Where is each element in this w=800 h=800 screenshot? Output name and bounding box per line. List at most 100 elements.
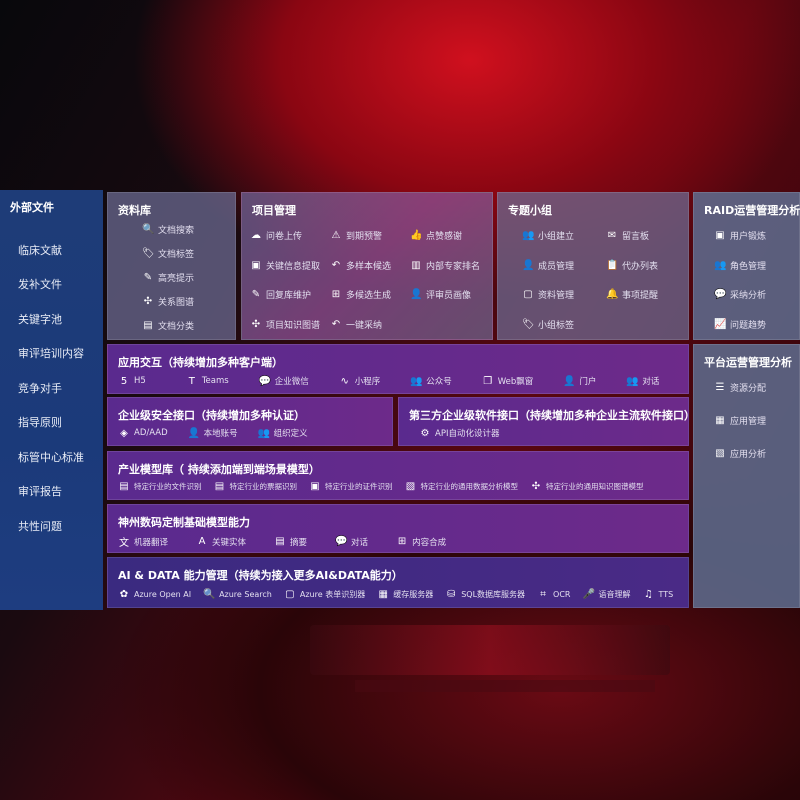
graph-icon: ✣ (143, 296, 153, 307)
feature-item[interactable]: 💬 对话 (335, 534, 368, 549)
feature-item[interactable]: ⊞ 内容合成 (396, 534, 446, 549)
feature-label: 到期预警 (346, 232, 383, 242)
sidebar-item[interactable]: 竞争对手 (18, 382, 62, 395)
feature-item[interactable]: ▣ 关键信息提取 (250, 259, 320, 272)
feature-label: 关系图谱 (158, 298, 195, 308)
sidebar-item[interactable]: 标管中心标准 (18, 451, 84, 464)
sidebar-item[interactable]: 发补文件 (18, 278, 62, 291)
panel-library: 资料库 🔍 文档搜索 🏷 文档标签 ✎ 高亮提示 ✣ 关系图谱 ▤ 文档分类 (107, 192, 236, 340)
feature-item[interactable]: ▧ 应用分析 (714, 447, 766, 460)
voice-icon: 🎤 (582, 589, 595, 600)
feature-item[interactable]: ✣ 关系图谱 (142, 295, 194, 308)
feature-item[interactable]: ▥ 内部专家排名 (410, 259, 480, 272)
feature-item[interactable]: ⛁ SQL数据库服务器 (445, 589, 525, 600)
feature-item[interactable]: 👍 点赞感谢 (410, 229, 462, 242)
openai-icon: ✿ (119, 589, 129, 600)
feature-item[interactable]: ☁ 问卷上传 (250, 229, 302, 242)
feature-item[interactable]: ☰ 资源分配 (714, 381, 767, 394)
feature-item[interactable]: A 关键实体 (196, 534, 246, 549)
window-icon: ▣ (251, 259, 261, 271)
feature-item[interactable]: 👥 角色管理 (714, 259, 766, 272)
sidebar-item[interactable]: 指导原则 (18, 416, 62, 429)
feature-label: 事项提醒 (622, 291, 659, 301)
tag-icon: 🏷 (142, 248, 155, 259)
feature-label: 一键采纳 (346, 320, 383, 331)
feature-item[interactable]: ◈ AD/AAD (118, 427, 168, 439)
feature-item[interactable]: ⚙ API自动化设计器 (419, 427, 500, 440)
feature-item[interactable]: 🔍 Azure Search (203, 589, 272, 600)
feature-item[interactable]: 📈 问题趋势 (714, 318, 766, 331)
sidebar-item[interactable]: 审评培训内容 (18, 347, 84, 360)
feature-item[interactable]: ▧ 特定行业的通用数据分析模型 (405, 481, 518, 492)
feature-item[interactable]: 👤 门户 (563, 375, 596, 388)
cache-server-icon: ▦ (378, 589, 388, 600)
feature-item[interactable]: 👥 组织定义 (258, 427, 308, 440)
feature-item[interactable]: ♫ TTS (643, 589, 673, 600)
feature-label: 缓存服务器 (393, 590, 434, 599)
feature-item[interactable]: ▤ 特定行业的文件识别 (118, 481, 201, 492)
feature-item[interactable]: ▢ 资料管理 (522, 288, 574, 301)
feature-item[interactable]: ▤ 摘要 (274, 534, 307, 549)
feature-item[interactable]: 🏷 文档标签 (142, 247, 194, 260)
feature-item[interactable]: 👥 小组建立 (522, 229, 574, 242)
feature-label: 小组标签 (538, 320, 575, 331)
feature-item[interactable]: ✣ 项目知识图谱 (250, 318, 320, 331)
chat-icon: 💬 (335, 536, 348, 547)
panel-thirdparty-interface: 第三方企业级软件接口（持续增加多种企业主流软件接口） ⚙ API自动化设计器 (398, 397, 695, 446)
feature-item[interactable]: ▣ 用户锻炼 (714, 229, 766, 242)
feature-item[interactable]: ▦ 应用管理 (714, 414, 766, 427)
feature-item[interactable]: 🔍 文档搜索 (142, 223, 194, 236)
feature-item[interactable]: 🎤 语音理解 (583, 589, 631, 600)
feature-label: 对话 (642, 377, 660, 387)
panel-title: 产业模型库（ 持续添加端到端场景模型） (118, 463, 320, 476)
feature-item[interactable]: ⊞ 多候选生成 (330, 288, 391, 301)
panel-title: 资料库 (118, 204, 151, 217)
feature-label: 内容合成 (412, 537, 447, 548)
feature-item[interactable]: ∿ 小程序 (339, 375, 381, 388)
feature-item[interactable]: 👥 对话 (626, 375, 660, 388)
feature-item[interactable]: 📋 代办列表 (606, 259, 658, 272)
feature-item[interactable]: ▦ 缓存服务器 (377, 589, 433, 600)
feature-item[interactable]: 🔔 事项提醒 (606, 288, 658, 301)
feature-item[interactable]: ✎ 高亮提示 (142, 271, 194, 284)
sidebar-item[interactable]: 关键字池 (18, 313, 62, 326)
feature-item[interactable]: ▢ Azure 表单识别器 (284, 589, 365, 600)
feature-label: Azure Search (219, 590, 272, 599)
feature-item[interactable]: T Teams (186, 375, 229, 387)
feature-item[interactable]: ▣ 特定行业的证件识别 (309, 481, 392, 492)
sidebar-item[interactable]: 共性问题 (18, 520, 62, 533)
user-add-icon: 👤 (522, 259, 535, 271)
feature-item[interactable]: ↶ 一键采纳 (330, 318, 382, 331)
feature-item[interactable]: ⌗ OCR (537, 589, 570, 600)
panel-project-management: 项目管理 ☁ 问卷上传 ⚠ 到期预警 👍 点赞感谢 ▣ 关键信息提取 ↶ 多样本候选 ▥ 内部专家排名… (241, 192, 493, 340)
feature-item[interactable]: 5 H5 (118, 375, 146, 387)
feature-item[interactable]: ✣ 特定行业的通用知识图谱模型 (530, 481, 644, 492)
trend-icon: 📈 (714, 318, 727, 330)
panel-title: 项目管理 (252, 204, 296, 217)
feature-item[interactable]: ✉ 留言板 (606, 229, 649, 242)
panel-app-interaction: 应用交互（持续增加多种客户端） 5 H5 T Teams 💬 企业微信 ∿ 小程序 👥 公众号 ❐ W… (107, 344, 689, 394)
sidebar-item[interactable]: 审评报告 (18, 485, 62, 498)
feature-item[interactable]: 👤 成员管理 (522, 259, 574, 272)
feature-label: 内部专家排名 (426, 261, 481, 272)
feature-item[interactable]: ✎ 回复库维护 (250, 288, 311, 301)
feature-item[interactable]: ▤ 特定行业的票据识别 (214, 481, 297, 492)
feature-item[interactable]: 💬 采纳分析 (714, 288, 766, 301)
feature-item[interactable]: 文机器翻译 (118, 534, 168, 550)
feature-item[interactable]: ✿ Azure Open AI (118, 589, 191, 600)
feature-item[interactable]: ↶ 多样本候选 (330, 259, 391, 272)
feature-label: 资料管理 (538, 291, 575, 301)
feature-item[interactable]: ▤ 文档分类 (142, 319, 194, 332)
feature-item[interactable]: 👥 公众号 (410, 375, 452, 388)
sidebar-title: 外部文件 (10, 201, 54, 214)
feature-item[interactable]: 👤 评审员画像 (410, 288, 471, 301)
feature-item[interactable]: 👤 本地账号 (188, 427, 238, 440)
feature-item[interactable]: ❐ Web飘窗 (482, 375, 533, 388)
feature-item[interactable]: ⚠ 到期预警 (330, 229, 383, 242)
feature-item[interactable]: 🏷 小组标签 (522, 318, 574, 331)
sidebar-item[interactable]: 临床文献 (18, 244, 62, 257)
panel-ai-data: AI & DATA 能力管理（持续为接入更多AI&DATA能力） ✿ Azure … (107, 557, 689, 608)
feature-item[interactable]: 💬 企业微信 (259, 375, 309, 388)
panel-title: AI & DATA 能力管理（持续为接入更多AI&DATA能力） (118, 569, 403, 582)
